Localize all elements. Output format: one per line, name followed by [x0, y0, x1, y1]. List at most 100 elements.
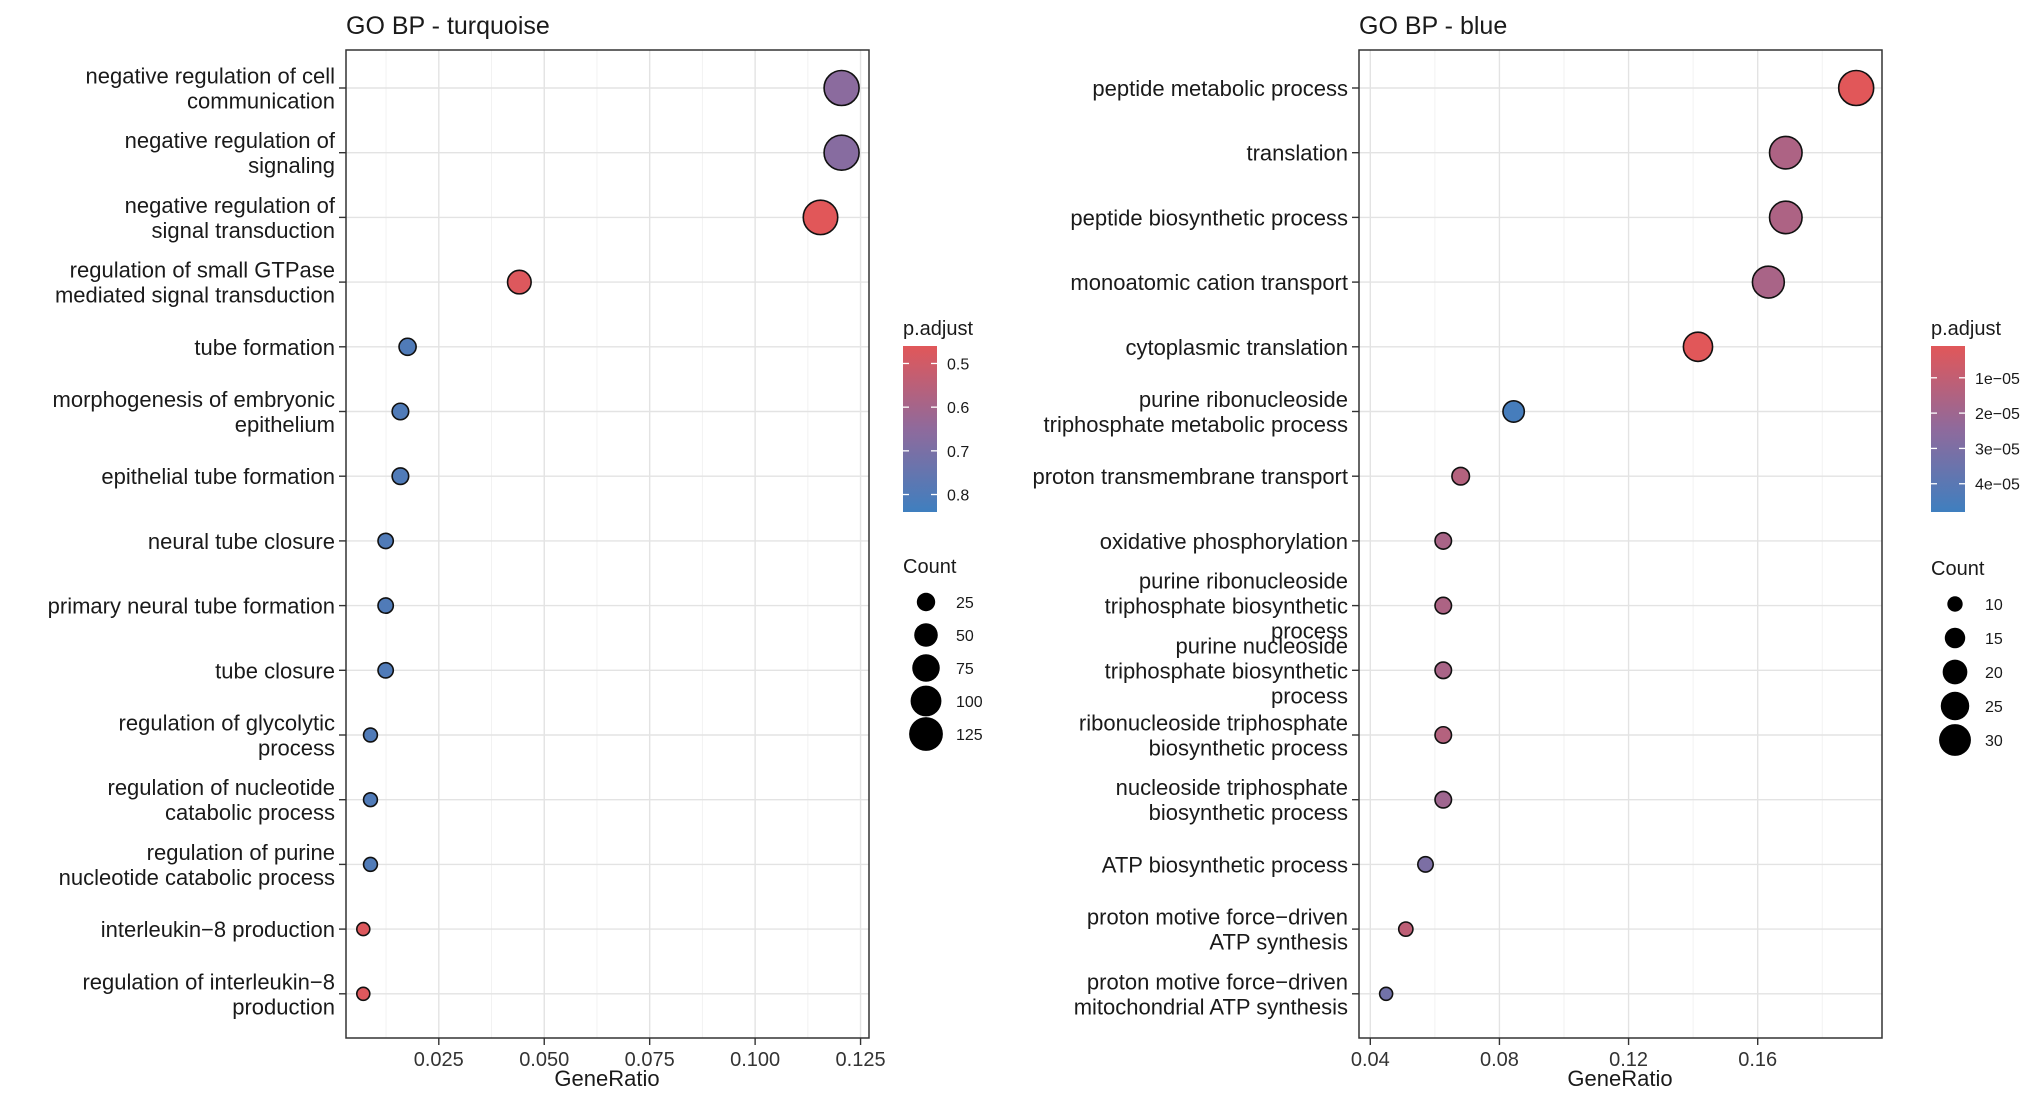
size-key-dot: [910, 685, 942, 717]
data-point: [391, 467, 410, 486]
x-tick-label: 0.075: [625, 1049, 675, 1071]
y-tick-label-line: process: [1271, 683, 1348, 708]
data-point: [355, 921, 371, 937]
size-key-label: 25: [1985, 699, 2003, 716]
y-tick-label-line: purine ribonucleoside: [1139, 569, 1348, 594]
y-tick-label-line: regulation of small GTPase: [70, 258, 335, 283]
size-legend-title: Count: [903, 556, 957, 578]
y-tick-label-line: negative regulation of: [125, 193, 336, 218]
data-point: [1751, 265, 1786, 299]
y-tick-label: negative regulation of cell communication: [86, 64, 336, 114]
y-tick-label-line: ATP biosynthetic process: [1102, 852, 1348, 877]
y-tick-label: proton motive force−driven ATP synthesis: [1087, 905, 1348, 955]
y-tick-label: regulation of small GTPase mediated signa…: [55, 258, 335, 308]
y-tick-label-line: negative regulation of: [125, 128, 336, 153]
y-tick-label: peptide metabolic process: [1092, 76, 1348, 101]
y-tick-label-line: nucleotide catabolic process: [59, 865, 335, 890]
data-point: [1434, 531, 1453, 550]
x-tick-label: 0.08: [1480, 1049, 1519, 1071]
x-tick-labels: 0.025 0.050 0.075 0.100 0.125: [414, 1038, 886, 1071]
size-key-dot: [914, 623, 938, 647]
size-legend-keys: 25 50 75 100 125: [909, 592, 983, 751]
data-point: [1434, 725, 1453, 745]
data-point: [362, 727, 379, 743]
data-point: [823, 134, 860, 171]
chart-title: GO BP - turquoise: [346, 12, 550, 40]
y-tick-label-line: mediated signal transduction: [55, 283, 335, 308]
y-tick-label: tube formation: [194, 335, 335, 360]
y-tick-label-line: regulation of interleukin−8: [82, 969, 335, 994]
size-key-dot: [1947, 596, 1963, 612]
x-tick-label: 0.100: [730, 1049, 780, 1071]
data-point: [377, 532, 395, 550]
x-axis-label: GeneRatio: [554, 1066, 659, 1091]
y-tick-label-line: process: [258, 736, 335, 761]
size-legend-title: Count: [1931, 558, 1985, 580]
color-tick-label: 0.7: [947, 444, 969, 461]
y-tick-label-line: regulation of nucleotide: [108, 775, 336, 800]
y-tick-label-line: nucleoside triphosphate: [1116, 775, 1348, 800]
y-tick-label-line: purine ribonucleoside: [1139, 387, 1348, 412]
data-point: [1502, 400, 1526, 423]
y-tick-label-line: production: [232, 994, 335, 1019]
y-tick-label: nucleoside triphosphate biosynthetic proc…: [1116, 775, 1348, 825]
data-point: [362, 856, 379, 873]
x-tick-label: 0.125: [836, 1049, 886, 1071]
size-key-label: 30: [1985, 733, 2003, 750]
color-tick-label: 0.8: [947, 488, 969, 505]
size-key-dot: [1939, 724, 1971, 756]
y-tick-label-line: triphosphate metabolic process: [1044, 412, 1349, 437]
y-tick-label: regulation of nucleotide catabolic proces…: [108, 775, 336, 825]
color-tick-label: 0.5: [947, 356, 969, 373]
data-point: [802, 199, 839, 236]
x-tick-label: 0.04: [1351, 1049, 1390, 1071]
y-tick-label-line: ribonucleoside triphosphate: [1079, 711, 1348, 736]
y-tick-label-line: monoatomic cation transport: [1070, 270, 1348, 295]
y-tick-label-line: communication: [187, 89, 335, 114]
y-tick-label-line: ATP synthesis: [1209, 930, 1348, 955]
data-point: [1837, 69, 1875, 107]
data-point: [377, 661, 395, 679]
y-tick-label-line: signal transduction: [152, 218, 335, 243]
y-tick-label-line: signaling: [248, 153, 335, 178]
data-point: [355, 986, 371, 1002]
y-tick-labels: negative regulation of cell communication…: [48, 64, 346, 1019]
y-tick-label-line: triphosphate biosynthetic: [1105, 594, 1348, 619]
y-tick-label: peptide biosynthetic process: [1070, 205, 1348, 230]
data-point: [1378, 986, 1394, 1002]
y-tick-label-line: negative regulation of cell: [86, 64, 336, 89]
y-tick-label-line: epithelium: [235, 412, 335, 437]
color-tick-label: 2e−05: [1975, 406, 2020, 423]
color-tick-label: 3e−05: [1975, 441, 2020, 458]
y-tick-label: regulation of purine nucleotide catabolic…: [59, 840, 335, 890]
y-tick-label-line: biosynthetic process: [1149, 800, 1348, 825]
size-key-label: 100: [956, 694, 983, 711]
size-key-label: 75: [956, 661, 974, 678]
y-tick-label: purine ribonucleoside triphosphate biosyn…: [1105, 569, 1348, 644]
grid-lines: [346, 50, 869, 1038]
size-key-label: 15: [1985, 631, 2003, 648]
y-tick-label: regulation of interleukin−8 production: [82, 969, 335, 1019]
x-tick-label: 0.12: [1609, 1049, 1648, 1071]
size-key-label: 10: [1985, 597, 2003, 614]
legend: p.adjust 0.5 0.6 0.7 0.8 Count 25 50 75 100 125: [903, 318, 983, 751]
y-tick-label: regulation of glycolytic process: [119, 711, 335, 761]
size-key-dot: [912, 654, 940, 682]
y-tick-label: cytoplasmic translation: [1125, 335, 1348, 360]
color-bar: [1931, 346, 1965, 512]
color-tick-label: 0.6: [947, 400, 969, 417]
color-tick-label: 4e−05: [1975, 477, 2020, 494]
x-tick-label: 0.050: [519, 1049, 569, 1071]
y-tick-label-line: peptide biosynthetic process: [1070, 205, 1348, 230]
y-tick-label-line: primary neural tube formation: [48, 594, 335, 619]
y-tick-label-line: epithelial tube formation: [101, 464, 335, 489]
data-point: [1434, 661, 1453, 680]
size-legend-keys: 10 15 20 25 30: [1939, 596, 2003, 756]
data-point: [823, 69, 860, 107]
data-point: [506, 269, 532, 295]
data-points: [355, 69, 860, 1002]
y-tick-label: purine nucleoside triphosphate biosynthet…: [1105, 633, 1348, 708]
panel-turquoise: GO BP - turquoise negative regulation of…: [48, 12, 983, 1091]
y-tick-label-line: biosynthetic process: [1149, 736, 1348, 761]
